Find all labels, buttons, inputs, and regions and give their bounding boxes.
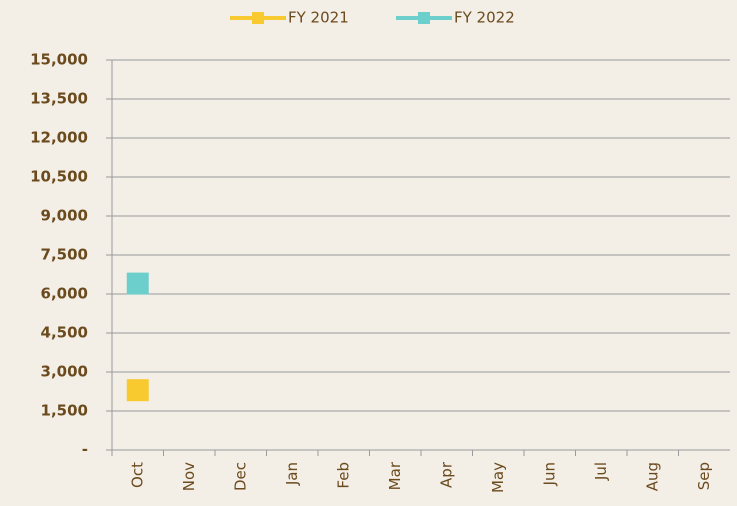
- y-tick-label: 6,000: [41, 285, 88, 303]
- x-tick-label: Dec: [231, 462, 249, 491]
- x-tick-label: Jul: [592, 462, 610, 481]
- x-tick-label: Aug: [643, 462, 661, 491]
- legend-label: FY 2022: [454, 9, 515, 27]
- y-tick-label: 3,000: [41, 363, 88, 381]
- y-tick-label: 9,000: [41, 207, 88, 225]
- y-tick-label: 1,500: [41, 402, 88, 420]
- legend-marker: [252, 12, 264, 24]
- y-tick-label: 12,000: [30, 129, 88, 147]
- y-tick-label: 10,500: [30, 168, 88, 186]
- legend-label: FY 2021: [288, 9, 349, 27]
- x-tick-label: Jan: [283, 462, 301, 486]
- y-tick-label: 4,500: [41, 324, 88, 342]
- x-tick-label: Oct: [128, 462, 146, 488]
- x-tick-label: Jun: [540, 462, 558, 486]
- x-tick-label: Sep: [695, 462, 713, 490]
- x-tick-label: Apr: [437, 461, 455, 488]
- x-tick-label: Nov: [180, 462, 198, 491]
- x-tick-label: Feb: [334, 462, 352, 489]
- chart: - 1,500 3,000 4,500 6,000 7,500 9,000 10,500 12,…: [0, 0, 737, 506]
- line-marker: [127, 379, 149, 401]
- y-tick-label: 7,500: [41, 246, 88, 264]
- y-tick-label: 15,000: [30, 51, 88, 69]
- x-tick-label: May: [489, 462, 507, 493]
- x-tick-label: Mar: [386, 461, 404, 490]
- background: [0, 0, 737, 506]
- legend-marker: [418, 12, 430, 24]
- line-marker: [127, 273, 149, 295]
- y-tick-label: -: [82, 441, 88, 459]
- y-tick-label: 13,500: [30, 90, 88, 108]
